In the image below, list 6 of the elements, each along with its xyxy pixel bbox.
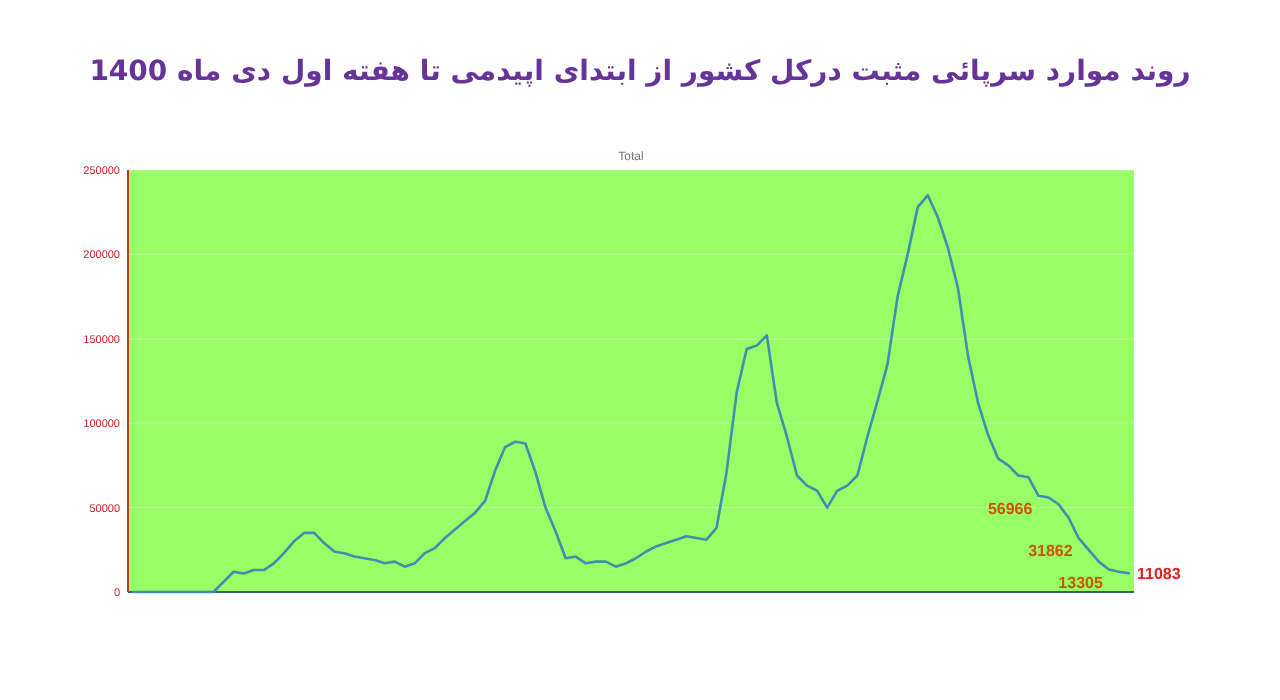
data-label: 31862: [1028, 542, 1074, 561]
data-label: 13305: [1058, 573, 1104, 592]
line-series: [131, 194, 1131, 594]
chart-title: روند موارد سرپائی مثبت درکل کشور از ابتدای اپیدمی تا هفته اول دی ماه 1400: [89, 56, 1191, 88]
data-label: 56966: [987, 499, 1034, 518]
data-label: 11083: [1136, 565, 1182, 584]
